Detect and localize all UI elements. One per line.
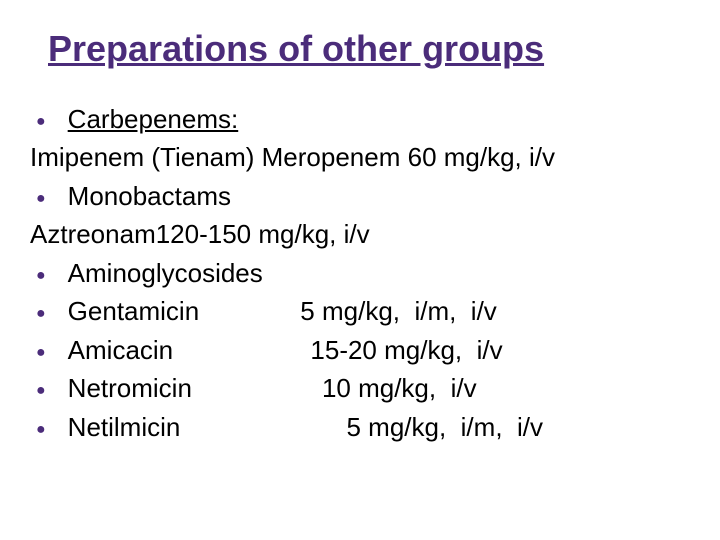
line-text: Netilmicin 5 mg/kg, i/m, i/v <box>68 408 543 446</box>
list-item: Imipenem (Tienam) Meropenem 60 mg/kg, i/… <box>30 138 690 176</box>
list-item: ● Aminoglycosides <box>30 254 690 292</box>
list-item: ● Gentamicin 5 mg/kg, i/m, i/v <box>30 292 690 330</box>
list-item: ● Amicacin 15-20 mg/kg, i/v <box>30 331 690 369</box>
list-item: ● Monobactams <box>30 177 690 215</box>
list-item: Aztreonam120-150 mg/kg, i/v <box>30 215 690 253</box>
line-text: Netromicin 10 mg/kg, i/v <box>68 369 477 407</box>
line-text: Monobactams <box>68 177 231 215</box>
line-text: Gentamicin 5 mg/kg, i/m, i/v <box>68 292 497 330</box>
bullet-icon: ● <box>36 187 46 211</box>
line-text: Amicacin 15-20 mg/kg, i/v <box>68 331 503 369</box>
line-text: Carbepenems: <box>68 100 239 138</box>
list-item: ● Netilmicin 5 mg/kg, i/m, i/v <box>30 408 690 446</box>
bullet-icon: ● <box>36 110 46 134</box>
list-item: ● Carbepenems: <box>30 100 690 138</box>
slide-title: Preparations of other groups <box>48 28 690 70</box>
list-item: ● Netromicin 10 mg/kg, i/v <box>30 369 690 407</box>
line-text: Imipenem (Tienam) Meropenem 60 mg/kg, i/… <box>30 142 555 172</box>
bullet-icon: ● <box>36 418 46 442</box>
bullet-icon: ● <box>36 379 46 403</box>
line-text: Aztreonam120-150 mg/kg, i/v <box>30 219 370 249</box>
slide-content: ● Carbepenems: Imipenem (Tienam) Meropen… <box>30 100 690 446</box>
line-text: Aminoglycosides <box>68 254 263 292</box>
bullet-icon: ● <box>36 264 46 288</box>
bullet-icon: ● <box>36 302 46 326</box>
bullet-icon: ● <box>36 341 46 365</box>
